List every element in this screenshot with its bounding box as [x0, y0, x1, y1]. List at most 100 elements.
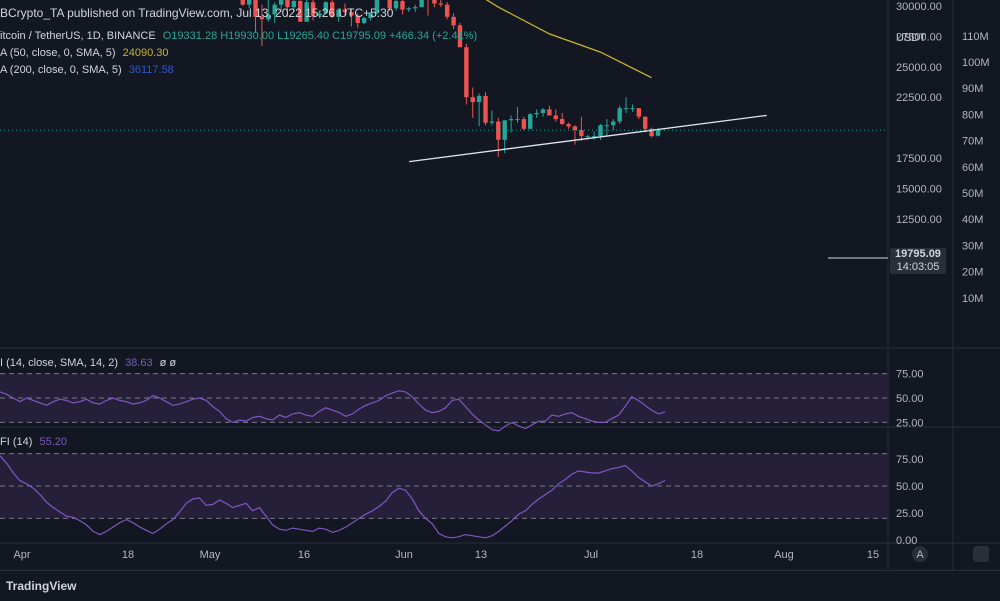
time-axis-tick: 15: [867, 549, 879, 561]
tradingview-logo[interactable]: TradingView: [6, 579, 77, 593]
price-axis-tick: 30000.00: [896, 1, 942, 13]
last-price-tag: 19795.09 14:03:05: [890, 248, 946, 274]
volume-axis-tick: 20M: [962, 267, 983, 279]
candle-body: [534, 112, 539, 115]
mfi-axis-tick: 0.00: [896, 535, 917, 547]
candle-body: [272, 4, 277, 15]
candle-body: [623, 108, 629, 110]
candle-body: [547, 109, 552, 116]
ma50-label: A (50, close, 0, SMA, 5): [0, 47, 116, 59]
candle-body: [585, 136, 590, 138]
candle-body: [349, 11, 354, 16]
mfi-legend[interactable]: FI (14) 55.20: [0, 436, 71, 448]
candle-body: [291, 1, 297, 8]
volume-axis-tick: 90M: [962, 83, 983, 95]
candle-body: [259, 16, 265, 20]
price-axis-tick: 17500.00: [896, 153, 942, 165]
candle-body: [253, 0, 258, 17]
volume-axis-tick: 100M: [962, 57, 990, 69]
candle-body: [317, 13, 322, 16]
mfi-axis-tick: 75.00: [896, 454, 924, 466]
candle-body: [611, 121, 616, 126]
time-axis-tick: May: [200, 549, 221, 561]
candle-body: [579, 130, 584, 137]
volume-axis-tick: 60M: [962, 162, 983, 174]
candle-body: [400, 1, 405, 10]
footer-bar: TradingView: [0, 570, 1000, 601]
candle-body: [444, 4, 450, 17]
rsi-line: [0, 390, 666, 432]
ohlc-values: O19331.28 H19930.00 L19265.40 C19795.09 …: [162, 30, 478, 42]
candle-body: [464, 47, 469, 98]
volume-axis-tick: 70M: [962, 136, 983, 148]
candle-body: [355, 15, 360, 23]
ma200-legend[interactable]: A (200, close, 0, SMA, 5) 36117.58: [0, 64, 178, 76]
candle-body: [521, 119, 527, 129]
candle-body: [432, 0, 437, 4]
candle-body: [528, 114, 533, 129]
candle-body: [649, 128, 654, 137]
candle-body: [496, 121, 501, 140]
price-axis-tick: 15000.00: [896, 183, 942, 195]
candle-body: [604, 125, 610, 127]
rsi-legend[interactable]: I (14, close, SMA, 14, 2) 38.63 ø ø: [0, 357, 180, 369]
candle-body: [266, 14, 271, 20]
time-axis-tick: Jun: [395, 549, 413, 561]
candle-body: [598, 125, 603, 137]
chart-canvas[interactable]: USDT35000.0032500.0030000.0027500.002500…: [0, 0, 1000, 570]
candle-body: [515, 119, 520, 121]
candle-body: [374, 0, 380, 14]
candle-body: [591, 136, 597, 138]
candle-body: [387, 0, 392, 9]
time-axis-tick: 16: [298, 549, 310, 561]
time-axis-tick: 18: [122, 549, 134, 561]
price-axis-tick: 27500.00: [896, 31, 942, 43]
candle-body: [540, 109, 546, 113]
mfi-line: [0, 455, 666, 539]
candle-body: [310, 2, 316, 16]
support-trendline: [409, 114, 767, 163]
symbol-legend: itcoin / TetherUS, 1D, BINANCE O19331.28…: [0, 30, 481, 42]
publish-header: BCrypto_TA published on TradingView.com,…: [0, 6, 394, 20]
candle-body: [336, 9, 341, 17]
volume-axis-tick: 110M: [962, 31, 989, 43]
time-axis-tick: 18: [691, 549, 703, 561]
mfi-axis-tick: 50.00: [896, 481, 924, 493]
candle-body: [438, 3, 444, 5]
price-axis-unit: USDT: [896, 32, 926, 44]
ma50-legend[interactable]: A (50, close, 0, SMA, 5) 24090.30: [0, 47, 173, 59]
candle-body: [246, 0, 252, 5]
candle-body: [655, 130, 661, 136]
last-price: 19795.09: [895, 248, 941, 260]
candle-body: [393, 1, 399, 9]
candle-body: [342, 9, 348, 12]
candle-body: [617, 108, 622, 122]
candle-body: [483, 95, 488, 123]
candle-body: [298, 1, 303, 22]
candle-body: [489, 121, 495, 123]
rsi-extra: ø ø: [159, 357, 177, 369]
candle-body: [566, 123, 571, 127]
time-axis-tick: Jul: [584, 549, 598, 561]
rsi-axis-tick: 50.00: [896, 393, 924, 405]
volume-axis-tick: 40M: [962, 214, 983, 226]
candle-body: [508, 119, 514, 121]
time-axis-tick: 13: [475, 549, 487, 561]
candle-body: [470, 97, 475, 103]
ma50-value: 24090.30: [122, 47, 169, 59]
ma200-value: 36117.58: [128, 64, 174, 76]
candle-body: [240, 0, 245, 5]
volume-axis-tick: 50M: [962, 188, 983, 200]
candle-body: [559, 119, 565, 124]
price-axis-tick: 22500.00: [896, 92, 942, 104]
rsi-label: I (14, close, SMA, 14, 2): [0, 357, 118, 369]
candle-body: [572, 126, 578, 131]
candle-body: [643, 116, 648, 129]
price-axis-tick: 25000.00: [896, 62, 942, 74]
candle-body: [285, 0, 290, 8]
candle-body: [636, 108, 642, 117]
price-axis-tick: 12500.00: [896, 214, 942, 226]
time-axis-tick: Aug: [774, 549, 794, 561]
candle-body: [361, 18, 367, 23]
candle-body: [419, 0, 424, 8]
